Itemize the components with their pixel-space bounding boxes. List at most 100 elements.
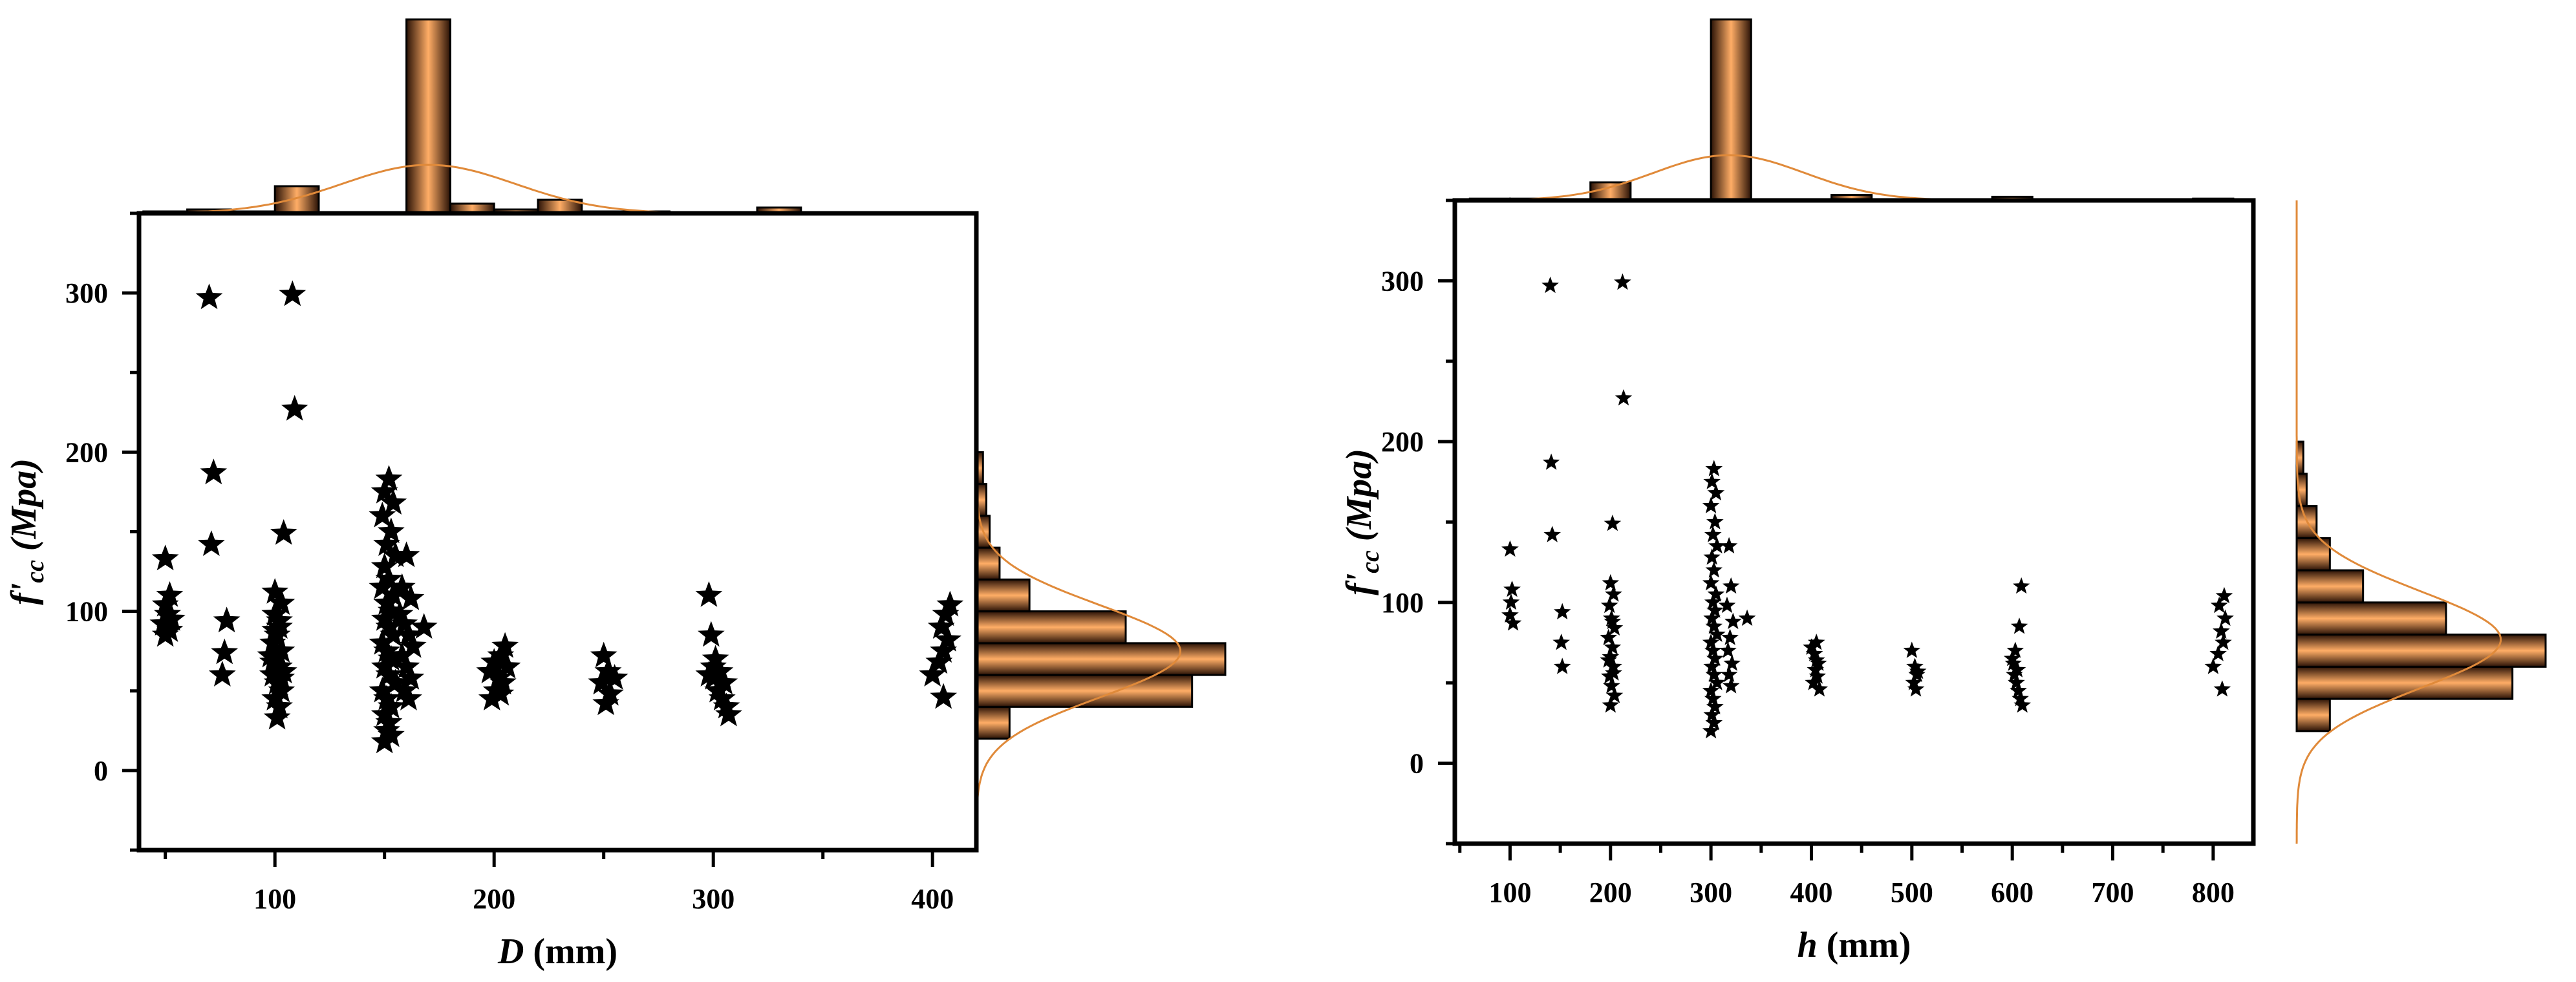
x-tick-label: 600: [1991, 877, 2034, 908]
y-tick-label: 300: [1381, 265, 1424, 297]
data-point-star: [1704, 690, 1722, 707]
x-tick-label: 400: [1790, 877, 1832, 908]
data-point-star: [270, 519, 297, 545]
axis-ticks: 100 200 300 400 0 100 200 300: [65, 211, 954, 915]
data-point-star: [925, 648, 953, 674]
data-point-star: [2010, 681, 2027, 698]
data-point-star: [590, 641, 617, 668]
data-point-star: [476, 657, 504, 683]
data-point-star: [1600, 596, 1618, 614]
data-point-star: [1718, 596, 1736, 614]
data-point-star: [485, 664, 512, 690]
data-point-star: [158, 604, 186, 631]
data-point-star: [1805, 645, 1823, 661]
data-point-star: [1704, 641, 1722, 658]
data-point-star: [1705, 714, 1723, 731]
data-point-star: [927, 613, 955, 639]
data-point-star: [1542, 453, 1560, 470]
data-point-star: [1722, 577, 1740, 594]
data-point-star: [919, 661, 947, 687]
x-axis-unit: (mm): [1818, 925, 1911, 965]
data-point-star: [268, 589, 295, 615]
y-tick-label: 300: [65, 277, 108, 309]
data-point-star: [268, 664, 295, 690]
data-point-star: [1702, 574, 1720, 591]
x-axis-title: D (mm): [497, 932, 617, 972]
data-point-star: [1805, 674, 1822, 690]
right-histogram-bar: [975, 610, 1127, 645]
top-histogram-bar: [1710, 18, 1752, 202]
data-point-star: [1707, 585, 1725, 602]
data-point-star: [2213, 622, 2230, 639]
data-point-star: [491, 632, 519, 658]
x-tick-label: 300: [1690, 877, 1732, 908]
data-point-star: [1707, 484, 1725, 501]
x-tick-label: 800: [2192, 877, 2235, 908]
data-point-star: [395, 621, 422, 647]
data-point-star: [386, 600, 414, 626]
data-point-star: [1502, 593, 1520, 610]
data-point-star: [380, 581, 407, 607]
y-axis-title: f'cc (Mpa): [1339, 449, 1384, 595]
data-point-star: [1803, 638, 1820, 655]
data-point-star: [1909, 662, 1927, 679]
data-point-star: [1810, 680, 1829, 697]
x-axis-variable: D: [497, 932, 524, 972]
data-point-star: [370, 700, 398, 727]
data-point-star: [261, 685, 289, 710]
right-histogram-bar: [2295, 634, 2547, 668]
data-point-star: [392, 541, 420, 568]
data-point-star: [1702, 634, 1720, 650]
data-point-star: [1614, 273, 1631, 290]
data-point-star: [588, 668, 616, 695]
plot-frame: [136, 211, 979, 853]
x-axis-unit: (mm): [524, 932, 617, 972]
data-point-star: [1605, 664, 1622, 681]
data-point-star: [1903, 641, 1921, 658]
data-point-star: [151, 590, 179, 617]
data-point-star: [370, 604, 398, 631]
data-point-star: [702, 645, 729, 671]
data-point-star: [380, 621, 407, 647]
data-point-star: [592, 689, 619, 716]
data-point-star: [261, 600, 289, 626]
data-point-star: [596, 679, 624, 706]
data-point-star: [1905, 674, 1923, 690]
x-tick-label: 400: [911, 883, 954, 915]
data-point-star: [1807, 634, 1825, 650]
y-axis-variable: f': [4, 583, 44, 605]
data-point-star: [1704, 593, 1722, 610]
data-point-star: [151, 621, 179, 647]
data-point-star: [1719, 641, 1737, 658]
right-histogram-bar: [2295, 698, 2331, 732]
x-tick-label: 200: [1589, 877, 1632, 908]
data-point-star: [1807, 651, 1825, 668]
data-point-star: [375, 465, 403, 491]
data-point-star: [1602, 574, 1620, 591]
right-histogram-bar: [2295, 601, 2447, 636]
data-point-star: [713, 692, 740, 719]
data-point-star: [281, 394, 308, 421]
data-point-star: [1702, 496, 1720, 513]
data-point-star: [2210, 596, 2228, 614]
data-point-star: [1705, 460, 1723, 476]
data-point-star: [487, 679, 515, 706]
data-point-star: [1604, 638, 1622, 655]
data-point-star: [369, 501, 396, 528]
data-point-star: [1906, 657, 1924, 674]
data-point-star: [370, 552, 398, 579]
data-point-star: [2010, 617, 2028, 634]
x-tick-label: 300: [692, 883, 735, 915]
y-axis-variable: f': [1339, 573, 1379, 595]
data-point-star: [377, 645, 405, 671]
data-point-star: [1720, 537, 1738, 554]
data-point-star: [373, 530, 400, 556]
data-point-star: [700, 652, 727, 679]
data-point-star: [369, 628, 396, 655]
data-point-star: [397, 584, 425, 610]
data-point-star: [1738, 609, 1756, 626]
data-point-star: [1615, 389, 1633, 406]
data-point-star: [279, 280, 306, 306]
scatter-points: [1501, 273, 2234, 739]
